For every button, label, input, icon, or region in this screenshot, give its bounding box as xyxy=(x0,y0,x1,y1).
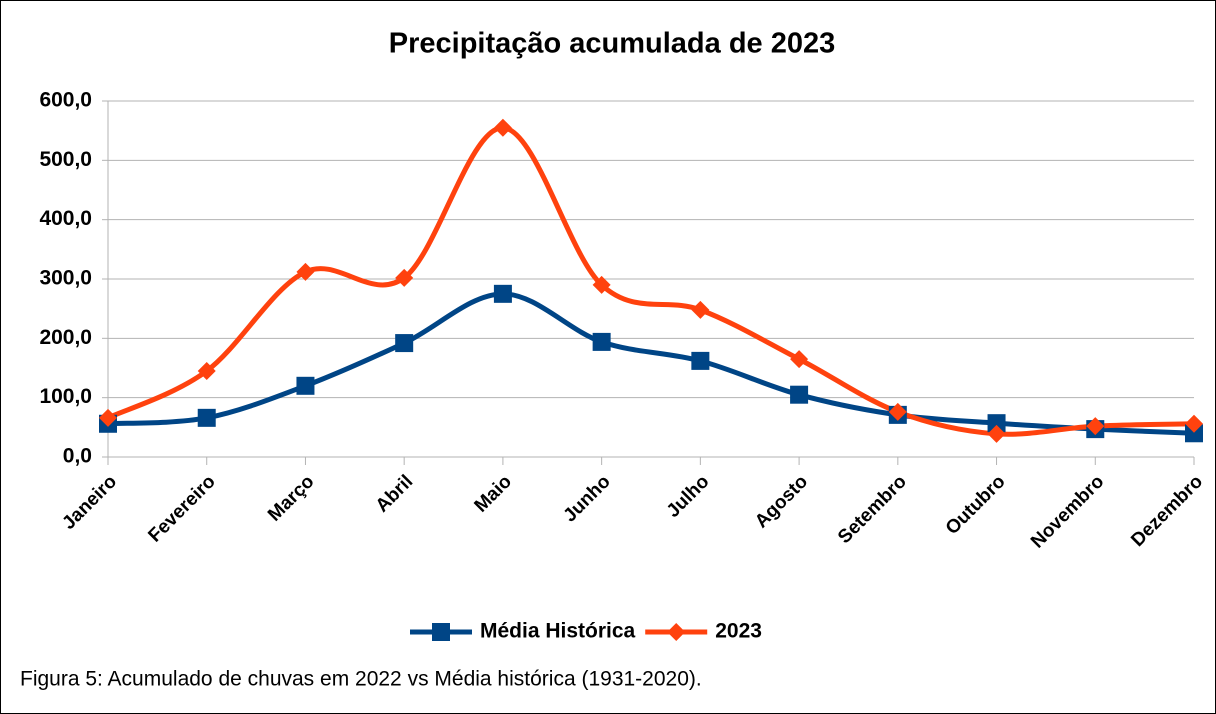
marker xyxy=(493,118,512,137)
marker xyxy=(432,623,450,641)
marker xyxy=(592,332,611,351)
y-tick-label: 300,0 xyxy=(39,267,92,290)
marker xyxy=(395,334,414,353)
marker xyxy=(1086,417,1105,436)
marker xyxy=(888,402,907,421)
marker xyxy=(691,300,710,319)
marker xyxy=(493,284,512,303)
marker xyxy=(691,351,710,370)
y-tick-label: 200,0 xyxy=(39,326,92,349)
marker xyxy=(790,350,809,369)
marker xyxy=(667,623,686,641)
marker xyxy=(1185,424,1203,443)
marker xyxy=(296,376,315,395)
marker xyxy=(395,268,414,287)
marker xyxy=(197,408,216,427)
marker xyxy=(592,275,611,294)
caption: Figura 5: Acumulado de chuvas em 2022 vs… xyxy=(20,668,702,691)
marker xyxy=(1185,414,1203,433)
y-tick-label: 0,0 xyxy=(63,445,92,468)
chart-title: Precipitação acumulada de 2023 xyxy=(389,28,836,60)
y-tick-label: 400,0 xyxy=(39,207,92,230)
marker xyxy=(99,408,117,427)
y-tick-label: 100,0 xyxy=(39,385,92,408)
y-tick-label: 600,0 xyxy=(39,89,92,112)
legend-label: Média Histórica xyxy=(480,620,636,643)
marker xyxy=(790,385,809,404)
marker xyxy=(296,262,315,281)
marker xyxy=(987,414,1006,433)
marker xyxy=(197,361,216,380)
legend-label: 2023 xyxy=(715,620,762,643)
y-tick-label: 500,0 xyxy=(39,148,92,171)
marker xyxy=(987,424,1006,443)
